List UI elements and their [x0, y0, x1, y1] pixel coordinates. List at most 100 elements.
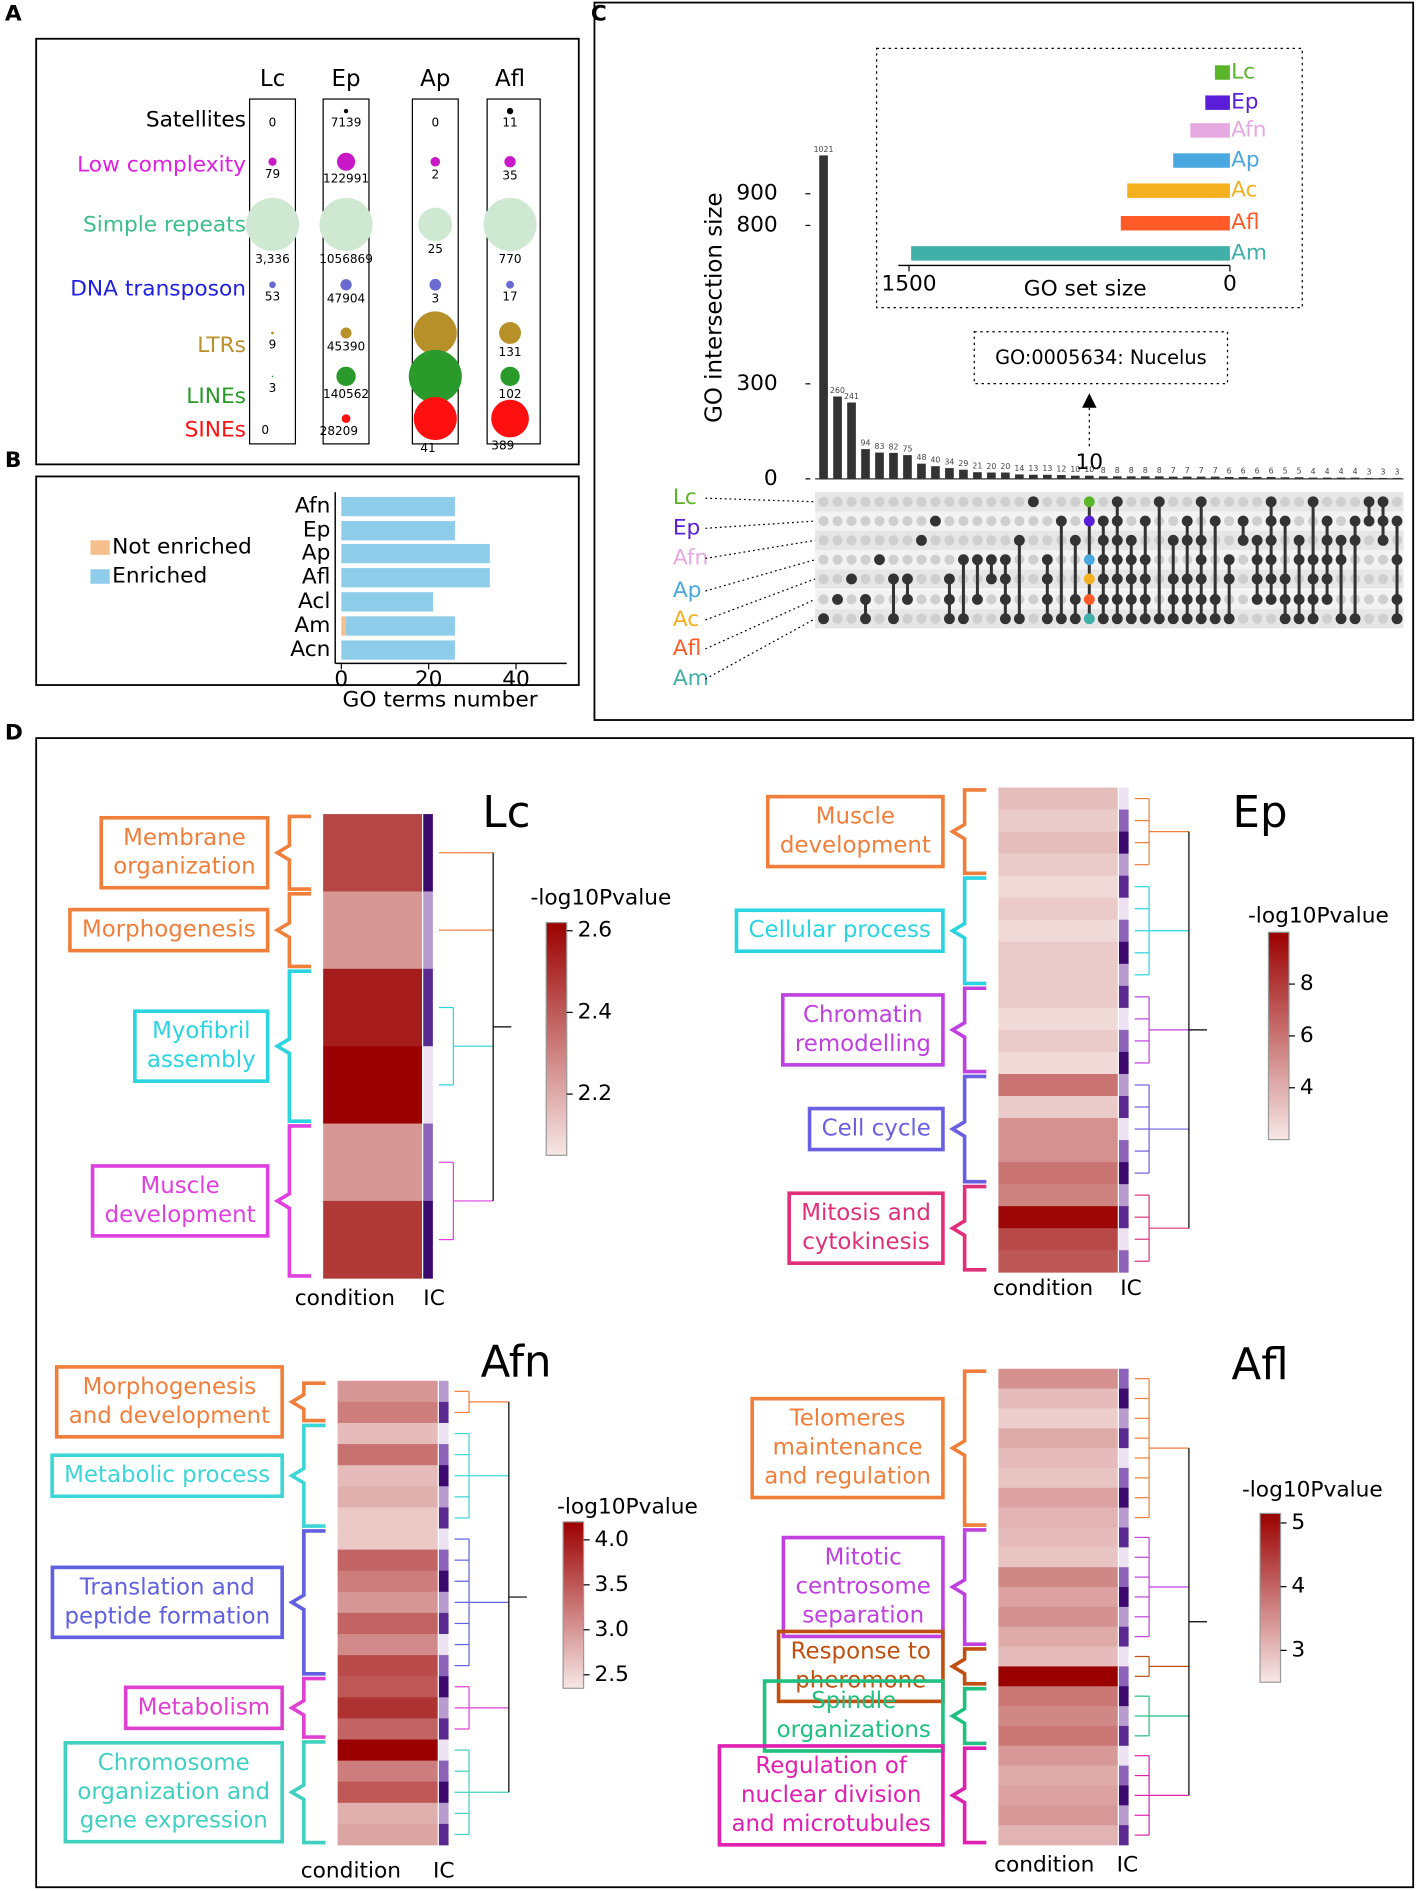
- bar-label: 40: [930, 456, 940, 465]
- panel-a-frame: [35, 37, 580, 466]
- heat-cell: [998, 853, 1118, 877]
- bracket: [288, 1676, 326, 1739]
- member-dot: [1167, 594, 1179, 605]
- bar: [1378, 477, 1388, 479]
- bar-label: 48: [916, 453, 926, 462]
- empty-dot: [1349, 496, 1361, 507]
- bubble: [340, 279, 352, 291]
- bracket: [288, 1529, 326, 1676]
- member-dot: [874, 554, 885, 566]
- value-label: 0: [261, 423, 269, 437]
- bar: [1154, 476, 1164, 479]
- bubble: [336, 366, 356, 387]
- group-box: [734, 908, 945, 954]
- member-dot: [1125, 573, 1137, 585]
- ic-cell: [1118, 1606, 1129, 1628]
- member-dot: [957, 554, 969, 566]
- heat-cell: [337, 1465, 438, 1487]
- empty-dot: [1238, 496, 1249, 507]
- heat-cell: [998, 1606, 1118, 1628]
- member-dot: [930, 515, 941, 527]
- ic-cell: [438, 1380, 449, 1403]
- ic-cell: [1118, 941, 1129, 965]
- ic-cell: [1118, 1051, 1129, 1075]
- empty-dot: [832, 535, 843, 546]
- empty-dot: [1028, 554, 1039, 565]
- empty-dot: [818, 554, 829, 565]
- y-axis-title: GO intersection size: [702, 192, 728, 422]
- empty-dot: [1363, 535, 1375, 546]
- empty-dot: [1000, 535, 1011, 546]
- legend-label: Enriched: [112, 564, 207, 589]
- empty-dot: [986, 594, 997, 605]
- bubble: [337, 152, 356, 171]
- member-dot: [1195, 534, 1207, 546]
- member-dot: [1181, 534, 1193, 546]
- bar-label: 94: [861, 439, 871, 448]
- row-label: LINEs: [186, 384, 246, 409]
- member-dot: [1167, 534, 1179, 546]
- inset-box: [876, 47, 1303, 309]
- bar: [973, 472, 982, 479]
- ic-cell: [1118, 1140, 1129, 1163]
- member-dot: [1013, 534, 1025, 546]
- bubble: [340, 327, 352, 339]
- ic-cell: [438, 1591, 449, 1614]
- bar-label: 10: [1070, 465, 1080, 474]
- member-dot: [1167, 573, 1179, 585]
- bar: [861, 449, 870, 479]
- empty-dot: [832, 554, 843, 565]
- heat-cell: [998, 1706, 1118, 1727]
- member-dot: [1321, 554, 1333, 566]
- member-dot: [1181, 573, 1193, 585]
- ic-cell: [1118, 1073, 1129, 1097]
- group-box: [762, 1679, 945, 1753]
- colorbar-title: -log10Pvalue: [531, 885, 672, 910]
- column-label: Afl: [495, 66, 525, 92]
- empty-dot: [860, 535, 871, 546]
- ic-cell: [438, 1739, 449, 1761]
- set-size-bar: [1214, 65, 1230, 80]
- bracket: [273, 892, 312, 969]
- bar: [1336, 477, 1346, 479]
- heatmap-title: Afl: [1232, 1340, 1289, 1390]
- y-tick-label: Afn: [295, 494, 330, 519]
- member-dot: [1363, 496, 1375, 508]
- empty-dot: [1042, 496, 1053, 507]
- legend-swatch: [90, 540, 110, 555]
- bar-label: 6: [1255, 466, 1260, 475]
- value-label: 389: [491, 438, 514, 452]
- member-dot: [1321, 515, 1333, 527]
- heat-cell: [998, 1507, 1118, 1528]
- member-dot: [1265, 573, 1277, 585]
- set-size-bar: [1127, 183, 1230, 198]
- bar: [341, 543, 490, 564]
- empty-dot: [1391, 496, 1403, 507]
- y-tick-label: Acl: [298, 589, 330, 614]
- ic-cell: [1118, 919, 1129, 943]
- bar-label: 3: [1395, 467, 1400, 476]
- bar: [1238, 476, 1248, 479]
- ic-cell: [1118, 1805, 1129, 1826]
- bar: [1322, 477, 1332, 479]
- value-label: 25: [428, 242, 443, 256]
- ic-cell: [438, 1422, 449, 1445]
- member-dot: [1167, 613, 1179, 625]
- bar-label: 75: [902, 445, 912, 454]
- bubble: [506, 107, 514, 115]
- empty-dot: [916, 594, 927, 605]
- empty-dot: [1224, 535, 1235, 546]
- bar-label: 21: [972, 462, 982, 471]
- member-dot: [1097, 515, 1109, 527]
- member-dot: [1083, 594, 1095, 605]
- ic-cell: [423, 968, 433, 1047]
- group-label: Response to: [791, 1638, 931, 1664]
- panel-label: C: [591, 2, 607, 27]
- value-label: 7139: [331, 116, 362, 130]
- group-label: nuclear division: [741, 1782, 921, 1808]
- empty-dot: [1098, 496, 1109, 507]
- empty-dot: [902, 496, 913, 507]
- bracket: [949, 876, 987, 986]
- member-dot: [1279, 594, 1291, 605]
- member-dot: [1265, 515, 1277, 527]
